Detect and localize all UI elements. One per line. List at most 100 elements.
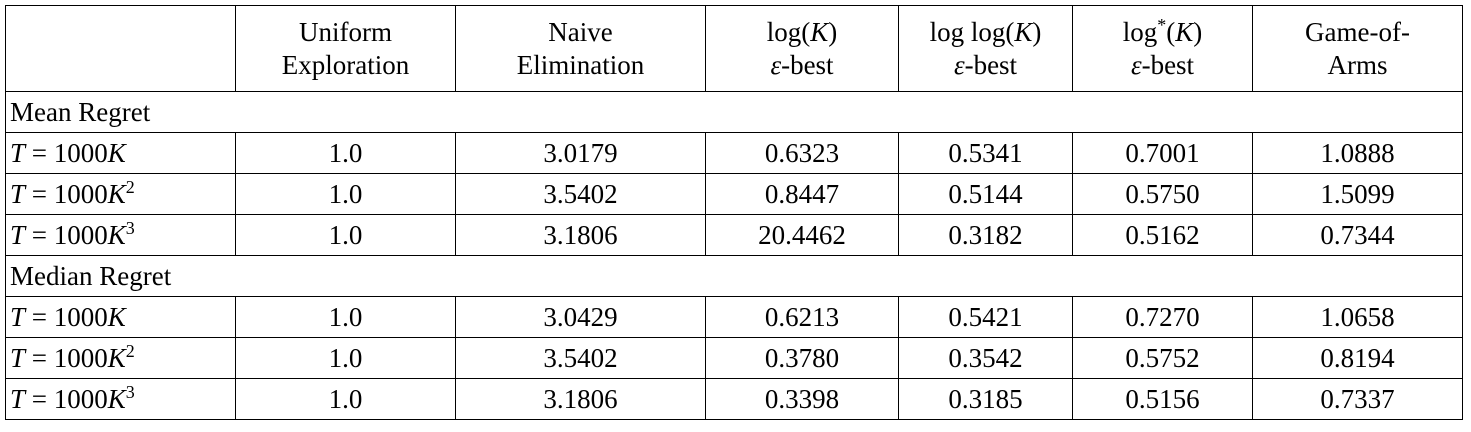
value-cell: 0.5156	[1072, 378, 1253, 420]
value-cell: 0.7337	[1252, 378, 1463, 420]
text: (	[1166, 17, 1176, 48]
header-cell: Uniform Exploration	[235, 5, 456, 92]
math-var: K	[1014, 17, 1033, 48]
value-cell: 0.5341	[898, 132, 1073, 174]
header-row: Uniform Exploration Naive Elimination log(K)…	[5, 5, 1463, 92]
header-line: log log(K)	[903, 16, 1068, 48]
header-line: log*(K)	[1077, 16, 1248, 48]
superscript: 3	[125, 381, 135, 402]
text: = 1000	[25, 383, 108, 414]
table-body: Mean Regret T = 1000K 1.0 3.0179 0.6323 0.534…	[5, 91, 1463, 420]
section-row: Median Regret	[5, 255, 1463, 297]
value-cell: 3.0179	[455, 132, 706, 174]
value-cell: 0.3780	[705, 337, 899, 379]
math-var: ε	[953, 49, 965, 80]
header-cell: log(K) ε-best	[705, 5, 899, 92]
value-cell: 1.5099	[1252, 173, 1463, 215]
math-var: K	[107, 342, 126, 373]
value-cell: 0.5752	[1072, 337, 1253, 379]
section-title: Median Regret	[5, 255, 1463, 297]
math-var: K	[107, 219, 126, 250]
superscript: 2	[125, 340, 135, 361]
header-cell: Game-of- Arms	[1252, 5, 1463, 92]
value-cell: 3.1806	[455, 214, 706, 256]
text: Exploration	[281, 49, 410, 80]
math-var: K	[810, 17, 829, 48]
math-var: K	[1175, 17, 1194, 48]
text: log	[1122, 17, 1158, 48]
header-line: ε-best	[903, 49, 1068, 81]
text: -best	[781, 49, 834, 80]
text: = 1000	[25, 219, 108, 250]
row-label: T = 1000K	[5, 296, 236, 338]
row-label: T = 1000K2	[5, 337, 236, 379]
superscript: 3	[125, 217, 135, 238]
value-cell: 0.3398	[705, 378, 899, 420]
text: -best	[964, 49, 1018, 80]
data-row: T = 1000K2 1.0 3.5402 0.8447 0.5144 0.5750 1.5…	[5, 173, 1463, 215]
data-row: T = 1000K 1.0 3.0179 0.6323 0.5341 0.7001 1.08…	[5, 132, 1463, 174]
value-cell: 0.3182	[898, 214, 1073, 256]
header-line: Exploration	[240, 49, 451, 81]
header-line: Uniform	[240, 16, 451, 48]
superscript: 2	[125, 176, 135, 197]
value-cell: 1.0	[235, 173, 456, 215]
row-label: T = 1000K	[5, 132, 236, 174]
row-label: T = 1000K3	[5, 378, 236, 420]
value-cell: 0.7270	[1072, 296, 1253, 338]
data-row: T = 1000K 1.0 3.0429 0.6213 0.5421 0.7270 1.06…	[5, 296, 1463, 338]
text: )	[828, 17, 838, 48]
section-title: Mean Regret	[5, 91, 1463, 133]
value-cell: 3.5402	[455, 337, 706, 379]
text: log log(	[929, 17, 1015, 48]
text: log(	[766, 17, 811, 48]
value-cell: 3.0429	[455, 296, 706, 338]
header-line: Game-of-	[1257, 16, 1458, 48]
math-var: T	[10, 383, 26, 414]
data-row: T = 1000K3 1.0 3.1806 20.4462 0.3182 0.5162 0.…	[5, 214, 1463, 256]
corner-cell	[5, 5, 236, 92]
math-var: K	[107, 301, 126, 332]
value-cell: 1.0	[235, 378, 456, 420]
header-line: Arms	[1257, 49, 1458, 81]
text: Naive	[548, 17, 613, 48]
math-var: T	[10, 301, 26, 332]
value-cell: 0.7001	[1072, 132, 1253, 174]
header-cell: log log(K) ε-best	[898, 5, 1073, 92]
superscript: *	[1157, 15, 1167, 36]
text: Uniform	[299, 17, 392, 48]
header-line: ε-best	[710, 49, 894, 81]
value-cell: 1.0888	[1252, 132, 1463, 174]
text: = 1000	[25, 137, 108, 168]
value-cell: 0.7344	[1252, 214, 1463, 256]
text: -best	[1141, 49, 1195, 80]
math-var: T	[10, 219, 26, 250]
value-cell: 0.8194	[1252, 337, 1463, 379]
value-cell: 1.0	[235, 296, 456, 338]
header-cell: Naive Elimination	[455, 5, 706, 92]
text: )	[1032, 17, 1042, 48]
value-cell: 1.0	[235, 132, 456, 174]
value-cell: 1.0	[235, 337, 456, 379]
row-label: T = 1000K3	[5, 214, 236, 256]
value-cell: 0.6323	[705, 132, 899, 174]
value-cell: 0.6213	[705, 296, 899, 338]
text: = 1000	[25, 301, 108, 332]
value-cell: 3.1806	[455, 378, 706, 420]
data-row: T = 1000K2 1.0 3.5402 0.3780 0.3542 0.5752 0.8…	[5, 337, 1463, 379]
text: Arms	[1327, 49, 1388, 80]
value-cell: 0.5750	[1072, 173, 1253, 215]
math-var: T	[10, 178, 26, 209]
value-cell: 0.3542	[898, 337, 1073, 379]
header-line: log(K)	[710, 16, 894, 48]
text: Elimination	[516, 49, 645, 80]
math-var: K	[107, 178, 126, 209]
math-var: ε	[770, 49, 782, 80]
header-cell: log*(K) ε-best	[1072, 5, 1253, 92]
value-cell: 1.0	[235, 214, 456, 256]
header-line: Elimination	[460, 49, 701, 81]
math-var: T	[10, 137, 26, 168]
header-line: Naive	[460, 16, 701, 48]
section-row: Mean Regret	[5, 91, 1463, 133]
math-var: ε	[1130, 49, 1142, 80]
